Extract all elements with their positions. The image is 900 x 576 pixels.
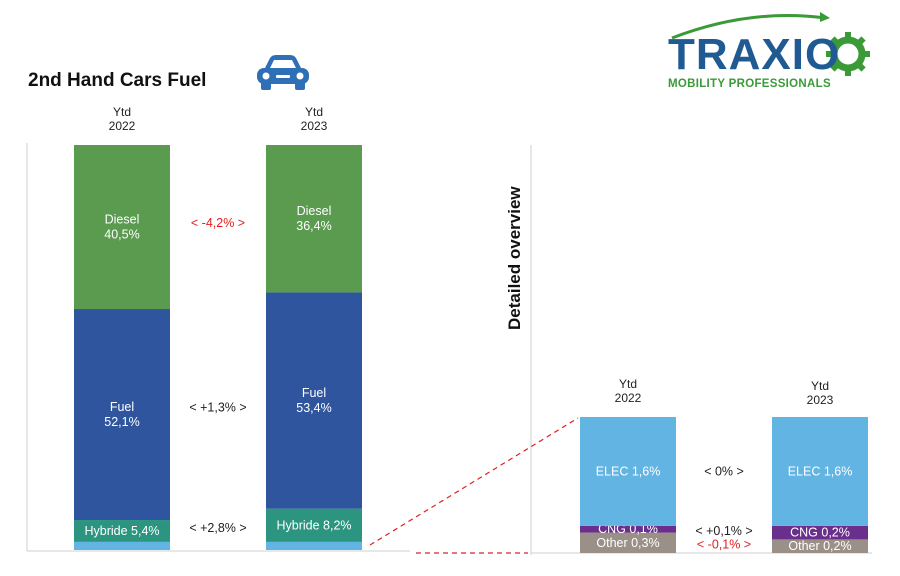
main-bar-hybride: [74, 520, 170, 542]
detail-change-label: < 0% >: [704, 464, 744, 478]
main-bar-label-diesel: Diesel 40,5%: [104, 213, 139, 242]
main-bar-residual: [74, 541, 170, 550]
detail-bar-cng: [580, 525, 676, 533]
main-bar-label-fuel: Fuel 53,4%: [296, 386, 331, 415]
page-title: 2nd Hand Cars Fuel: [28, 70, 207, 91]
detail-bar-cng: [772, 525, 868, 540]
detail-bar-other: [580, 532, 676, 553]
main-bar-fuel: [74, 309, 170, 521]
detail-bar-other: [772, 539, 868, 553]
main-category-label: Ytd 2023: [301, 105, 328, 133]
detail-bar-elec: [580, 417, 676, 526]
detail-bar-elec: [772, 417, 868, 526]
connector-line-top: [369, 417, 579, 546]
main-bar-residual: [266, 541, 362, 550]
detail-bar-label-other: Other 0,2%: [788, 539, 851, 553]
main-bar-label-hybride: Hybride 5,4%: [84, 524, 159, 538]
logo-subtitle: MOBILITY PROFESSIONALS: [668, 78, 831, 90]
main-bar-hybride: [266, 508, 362, 542]
main-bar-label-diesel: Diesel 36,4%: [296, 204, 331, 233]
main-change-label: < +2,8% >: [189, 521, 246, 535]
main-bar-diesel: [266, 145, 362, 293]
main-bar-label-fuel: Fuel 52,1%: [104, 400, 139, 429]
main-bar-fuel: [266, 292, 362, 509]
detail-change-label: < +0,1% >: [695, 524, 752, 538]
detail-category-label: Ytd 2022: [615, 377, 642, 405]
detail-bar-label-cng: CNG 0,2%: [790, 526, 850, 540]
logo-wordmark: TRAXIO: [668, 30, 841, 79]
main-bar-label-hybride: Hybride 8,2%: [276, 518, 351, 532]
detail-bar-label-other: Other 0,3%: [596, 536, 659, 550]
detail-bar-label-elec: ELEC 1,6%: [788, 464, 853, 478]
main-bar-diesel: [74, 145, 170, 310]
detail-change-label: < -0,1% >: [697, 538, 751, 552]
main-category-label: Ytd 2022: [109, 105, 136, 133]
traxio-logo: [671, 12, 870, 76]
detail-category-label: Ytd 2023: [807, 379, 834, 407]
car-icon: [257, 55, 309, 90]
main-change-label: < +1,3% >: [189, 401, 246, 415]
main-change-label: < -4,2% >: [191, 216, 245, 230]
detail-bar-label-elec: ELEC 1,6%: [596, 464, 661, 478]
